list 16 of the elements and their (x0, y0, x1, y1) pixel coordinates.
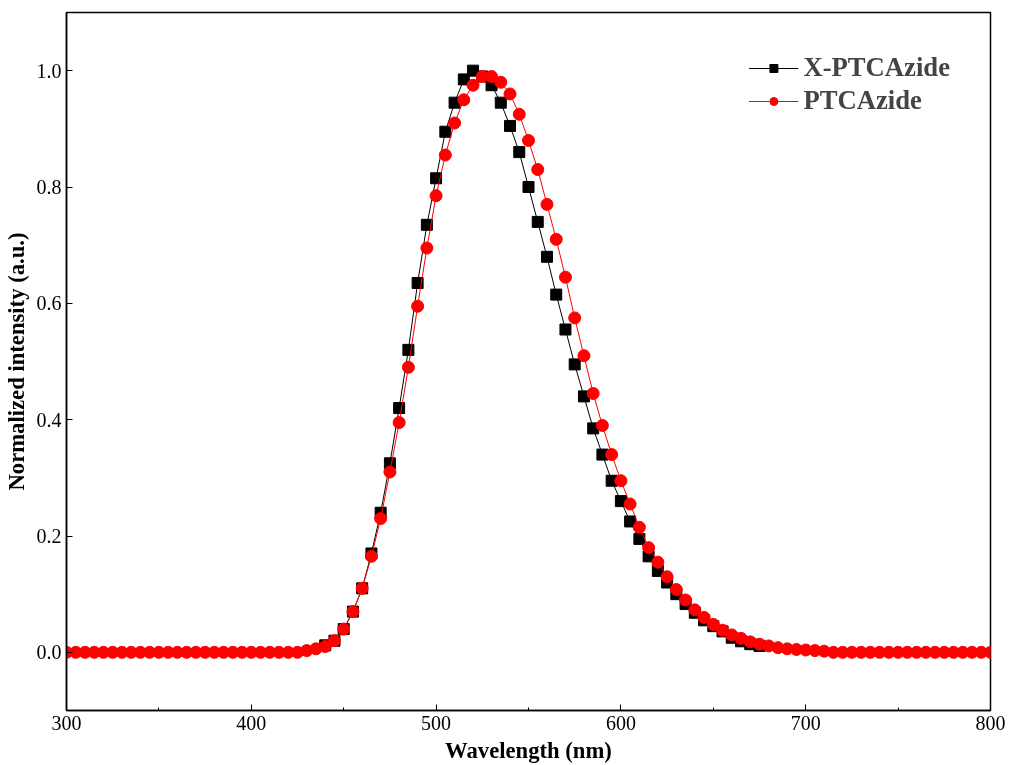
y-tick-label: 0.2 (36, 525, 62, 547)
legend-label: X-PTCAzide (803, 52, 950, 83)
y-tick-label: 0.8 (36, 176, 62, 198)
x-tick-label: 600 (605, 711, 636, 734)
x-tick-label: 300 (51, 711, 82, 734)
x-tick-label: 700 (790, 711, 821, 734)
x-tick-label: 800 (975, 711, 1006, 734)
y-tick-label: 1.0 (36, 59, 62, 82)
x-axis-title: Wavelength (nm) (445, 737, 612, 763)
legend-label: PTCAzide (803, 85, 922, 116)
y-tick-label: 0.4 (36, 408, 62, 431)
x-tick-label: 400 (236, 711, 267, 734)
y-tick-label: 0.0 (36, 641, 62, 664)
y-tick-label: 0.6 (36, 292, 62, 315)
y-axis-title: Normalized intensity (a.u.) (3, 232, 29, 491)
x-tick-label: 500 (421, 711, 452, 734)
